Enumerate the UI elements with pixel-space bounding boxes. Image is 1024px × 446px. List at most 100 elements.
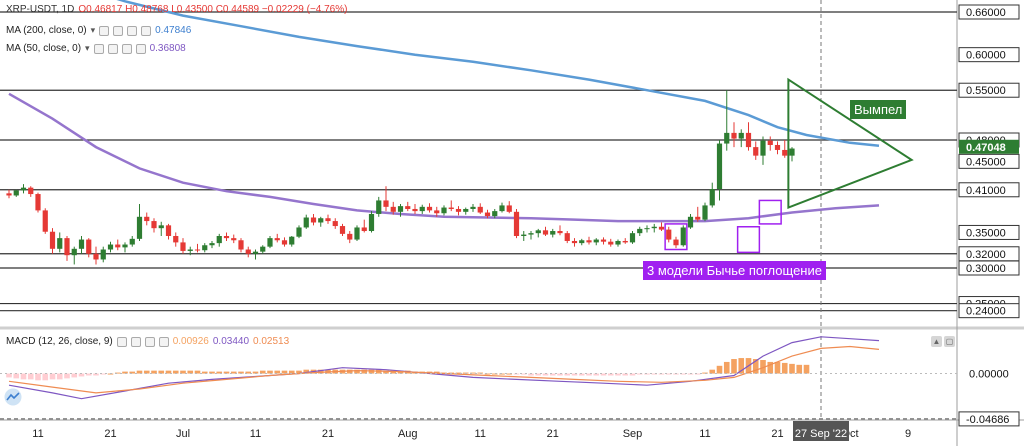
visibility-icon[interactable] <box>99 25 110 36</box>
macd-histogram-bar <box>680 373 687 375</box>
settings-icon[interactable] <box>107 43 118 54</box>
price-tick-box <box>958 82 1020 98</box>
candle-body <box>724 132 730 144</box>
candle-body <box>49 231 56 249</box>
macd-histogram-bar <box>564 373 571 376</box>
chevron-down-icon[interactable]: ▾ <box>90 25 96 35</box>
visibility-icon[interactable] <box>116 336 127 347</box>
settings-icon[interactable] <box>113 25 124 36</box>
macd-histogram-bar <box>520 373 527 375</box>
candle-body <box>383 200 389 207</box>
macd-histogram-bar <box>723 361 730 374</box>
macd-histogram-bar <box>136 370 143 374</box>
price-tick-label: 0.66000 <box>966 7 1006 19</box>
ma200-legend[interactable]: MA (200, close, 0) ▾ 0.47846 <box>6 25 191 36</box>
macd-histogram-bar <box>622 373 629 376</box>
more-icon[interactable] <box>135 43 146 54</box>
candle-body <box>100 249 106 260</box>
candle-body <box>107 244 114 250</box>
macd-histogram-bar <box>752 359 759 374</box>
candle-body <box>260 246 266 252</box>
macd-histogram-bar <box>346 369 353 374</box>
candle-body <box>28 187 34 195</box>
macd-histogram-bar <box>158 370 165 374</box>
macd-histogram-bar <box>767 361 774 374</box>
candle-body <box>426 206 433 211</box>
macd-histogram-bar <box>317 369 324 374</box>
candle-body <box>608 241 614 245</box>
ohlc-values: O0.46817 H0.48768 L0.43500 C0.44589 −0.0… <box>78 4 348 15</box>
price-tick-label: 0.32000 <box>966 249 1006 261</box>
pennant-label[interactable]: Вымпел <box>850 100 907 119</box>
pane-up-icon[interactable]: ▲ <box>931 336 942 347</box>
price-tick-label: 0.45000 <box>966 156 1006 168</box>
candle-body <box>687 216 694 228</box>
macd-legend[interactable]: MACD (12, 26, close, 9) 0.00926 0.03440 … <box>6 336 289 347</box>
macd-histogram-bar <box>600 373 607 376</box>
candle-body <box>194 249 201 251</box>
engulfing-box <box>664 223 688 251</box>
macd-histogram-bar <box>78 373 85 377</box>
settings-icon[interactable] <box>130 336 141 347</box>
macd-histogram-bar <box>484 373 491 375</box>
macd-histogram-bar <box>578 373 585 376</box>
time-tick-label: 11 <box>250 428 261 440</box>
macd-histogram-bar <box>151 370 157 374</box>
visibility-icon[interactable] <box>93 43 104 54</box>
candle-body <box>550 231 556 235</box>
candle-body <box>789 148 795 156</box>
candle-body <box>361 227 367 232</box>
macd-histogram-bar <box>13 373 20 379</box>
macd-histogram-bar <box>506 373 513 375</box>
more-icon[interactable] <box>158 336 169 347</box>
macd-histogram-bar <box>354 369 360 374</box>
candle-body <box>144 216 150 222</box>
ma200-line <box>116 0 880 147</box>
candle-body <box>455 208 462 212</box>
engulfing-label[interactable]: 3 модели Бычье поглощение <box>643 261 826 280</box>
candle-body <box>434 210 440 214</box>
macd-histogram-bar <box>491 373 498 375</box>
macd-histogram-bar <box>651 373 658 375</box>
close-icon[interactable] <box>121 43 132 54</box>
macd-histogram-bar <box>187 370 194 374</box>
candle-body <box>405 206 411 209</box>
candle-body <box>173 236 179 243</box>
close-icon[interactable] <box>127 25 138 36</box>
candle-body <box>412 208 418 212</box>
current-price-label: 0.47048 <box>966 142 1006 154</box>
candle-body <box>245 249 251 254</box>
candle-body <box>303 217 309 228</box>
price-tick-label: 0.24000 <box>966 306 1006 318</box>
macd-histogram-bar <box>796 364 803 374</box>
price-tick-box <box>958 153 1020 169</box>
candle-body <box>738 132 744 139</box>
candle-body <box>484 212 491 217</box>
time-tick-label: 11 <box>32 428 43 440</box>
symbol-label[interactable]: XRP-USDT, 1D <box>6 4 75 15</box>
price-tick-box <box>958 182 1020 198</box>
macd-histogram-bar <box>528 373 534 376</box>
ma50-legend[interactable]: MA (50, close, 0) ▾ 0.36808 <box>6 43 186 54</box>
macd-histogram-bar <box>455 372 462 374</box>
macd-histogram-bar <box>6 373 12 378</box>
candle-body <box>651 226 657 229</box>
macd-histogram-bar <box>586 373 592 376</box>
pane-maximize-icon[interactable]: ▢ <box>944 336 955 347</box>
candle-body <box>78 239 85 249</box>
price-tick-box <box>958 303 1020 319</box>
close-icon[interactable] <box>144 336 155 347</box>
candle-body <box>506 205 512 212</box>
macd-histogram-bar <box>194 370 201 374</box>
macd-histogram-bar <box>71 373 78 378</box>
candle-body <box>673 239 679 246</box>
candle-body <box>136 216 143 239</box>
more-icon[interactable] <box>141 25 152 36</box>
chevron-down-icon[interactable]: ▾ <box>85 43 90 53</box>
price-tick-label: 0.30000 <box>966 263 1006 275</box>
macd-histogram-bar <box>93 373 99 376</box>
macd-histogram-bar <box>27 373 34 380</box>
macd-histogram-bar <box>368 369 375 374</box>
candle-body <box>180 242 186 251</box>
